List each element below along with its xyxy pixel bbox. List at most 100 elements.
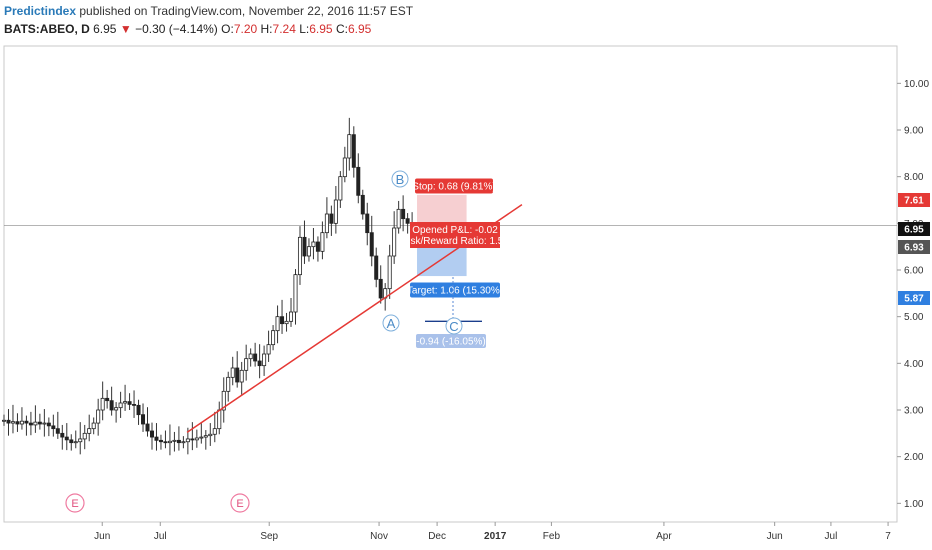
last-price: 6.95 (93, 22, 117, 36)
candle-body (114, 407, 119, 411)
wave-label: C (449, 319, 458, 334)
high-value: 7.24 (272, 22, 296, 36)
price-badge-bg (898, 240, 930, 254)
high-label: H: (260, 22, 273, 36)
projection-label-bg (416, 334, 486, 348)
risk-reward-label: Risk/Reward Ratio: 1.56 (401, 236, 509, 247)
candle-body (297, 236, 302, 276)
close-label: C: (335, 22, 348, 36)
y-tick-label: 6.00 (904, 266, 924, 277)
x-tick-label: Jun (94, 531, 110, 542)
wave-marker (382, 314, 400, 332)
x-tick-label: Dec (428, 531, 446, 542)
price-badge-bg (898, 291, 930, 305)
x-tick-label: Nov (370, 531, 388, 542)
candle-body (396, 208, 401, 229)
wave-marker (445, 317, 463, 335)
candle-body (96, 409, 101, 424)
pnl-label: Opened P&L: -0.02 (412, 225, 498, 236)
candle-body (226, 376, 231, 392)
candle-body (176, 439, 181, 444)
candle-body (342, 157, 347, 178)
y-tick-label: 2.00 (904, 452, 924, 463)
candle-body (100, 397, 105, 411)
candle-body (163, 441, 168, 444)
candle-body (60, 432, 65, 438)
y-tick-label: 8.00 (904, 172, 924, 183)
target-label: Target: 1.06 (15.30%) (407, 286, 503, 297)
candle-body (387, 255, 392, 290)
candle-body (105, 397, 110, 402)
candle-body (230, 367, 235, 378)
candle-body (356, 166, 361, 196)
candle-body (401, 208, 406, 220)
candle-body (118, 402, 123, 409)
candle-body (10, 421, 15, 424)
candle-body (6, 419, 11, 424)
x-tick-label: 2017 (484, 531, 507, 542)
candle-body (320, 232, 325, 252)
candle-body (275, 316, 280, 332)
candle-body (217, 409, 222, 430)
candle-body (51, 425, 56, 430)
candle-body (405, 218, 410, 224)
candle-body (185, 438, 190, 443)
wave-marker (391, 170, 409, 188)
candle-body (271, 330, 276, 346)
publish-header: Predictindex published on TradingView.co… (4, 4, 413, 18)
candle-body (351, 134, 356, 168)
open-label: O: (221, 22, 234, 36)
candle-body (69, 439, 74, 444)
candle-body (266, 344, 271, 355)
candle-body (2, 419, 7, 422)
price-change: −0.30 (−4.14%) (135, 22, 218, 36)
candle-body (329, 213, 334, 224)
candle-body (82, 432, 87, 440)
candle-body (338, 176, 343, 201)
symbol-label: BATS:ABEO, D (4, 22, 90, 36)
candle-body (28, 422, 33, 426)
candle-body (244, 358, 249, 371)
candle-body (24, 420, 29, 424)
low-value: 6.95 (309, 22, 333, 36)
publish-info: published on TradingView.com, November 2… (79, 4, 414, 18)
candle-body (172, 439, 177, 442)
candle-body (64, 436, 69, 441)
author-link[interactable]: Predictindex (4, 4, 77, 18)
stop-label-bg (415, 178, 493, 194)
candle-body (280, 316, 285, 325)
earnings-marker (230, 493, 250, 513)
candle-body (123, 401, 128, 404)
low-label: L: (299, 22, 310, 36)
candle-body (302, 236, 307, 257)
candle-body (46, 422, 51, 427)
x-tick-label: Feb (543, 531, 561, 542)
candle-body (181, 441, 186, 444)
earnings-marker (65, 493, 85, 513)
close-value: 6.95 (347, 22, 372, 36)
candle-body (324, 213, 329, 234)
candle-body (369, 232, 374, 257)
price-badge: 6.93 (904, 243, 924, 254)
earnings-label: E (236, 498, 243, 510)
candle-body (91, 422, 96, 430)
down-arrow-icon: ▼ (119, 22, 132, 36)
stop-label: Stop: 0.68 (9.81%) (412, 182, 495, 193)
price-badge-bg (898, 193, 930, 207)
candle-body (289, 311, 294, 322)
candle-body (392, 227, 397, 257)
candle-body (378, 278, 383, 299)
candle-body (257, 360, 262, 367)
candle-body (239, 369, 244, 383)
candle-body (87, 428, 92, 434)
candle-body (374, 255, 379, 280)
candle-body (145, 423, 150, 432)
y-tick-label: 1.00 (904, 499, 924, 510)
candle-body (262, 353, 267, 367)
candle-body (33, 421, 38, 426)
candle-body (360, 194, 365, 215)
wave-label: B (396, 172, 405, 187)
candle-body (235, 367, 240, 383)
candle-body (109, 400, 114, 411)
